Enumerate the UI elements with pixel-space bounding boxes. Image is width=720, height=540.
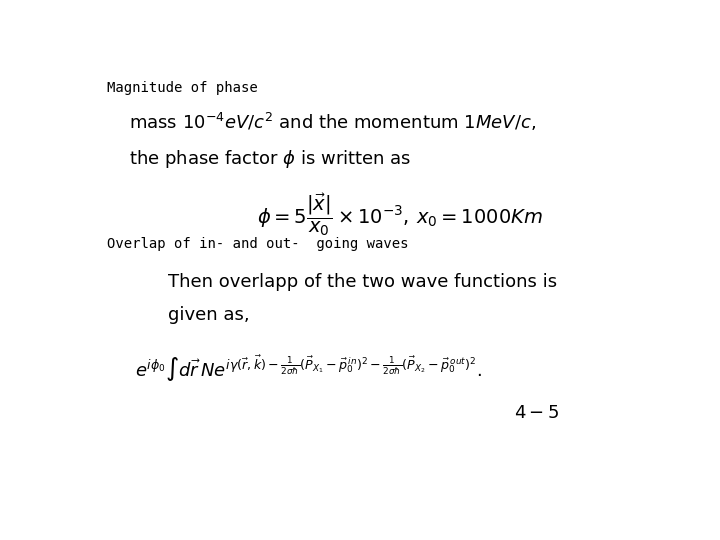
Text: $e^{i\phi_0}\int d\vec{r}\,Ne^{i\gamma(\vec{r},\vec{k})-\frac{1}{2\sigma\hbar}(\: $e^{i\phi_0}\int d\vec{r}\,Ne^{i\gamma(\… [135, 354, 482, 384]
Text: $4-5$: $4-5$ [514, 404, 559, 422]
Text: Magnitude of phase: Magnitude of phase [107, 82, 258, 96]
Text: Then overlapp of the two wave functions is: Then overlapp of the two wave functions … [168, 273, 557, 291]
Text: $\phi = 5\dfrac{|\vec{x}|}{x_0} \times 10^{-3},\, x_0 = 1000Km$: $\phi = 5\dfrac{|\vec{x}|}{x_0} \times 1… [258, 192, 544, 238]
Text: the phase factor $\phi$ is written as: the phase factor $\phi$ is written as [129, 148, 411, 170]
Text: mass $10^{-4}eV/c^2$ and the momentum $1MeV/c,$: mass $10^{-4}eV/c^2$ and the momentum $1… [129, 111, 536, 133]
Text: Overlap of in- and out-  going waves: Overlap of in- and out- going waves [107, 238, 408, 251]
Text: given as,: given as, [168, 306, 250, 324]
